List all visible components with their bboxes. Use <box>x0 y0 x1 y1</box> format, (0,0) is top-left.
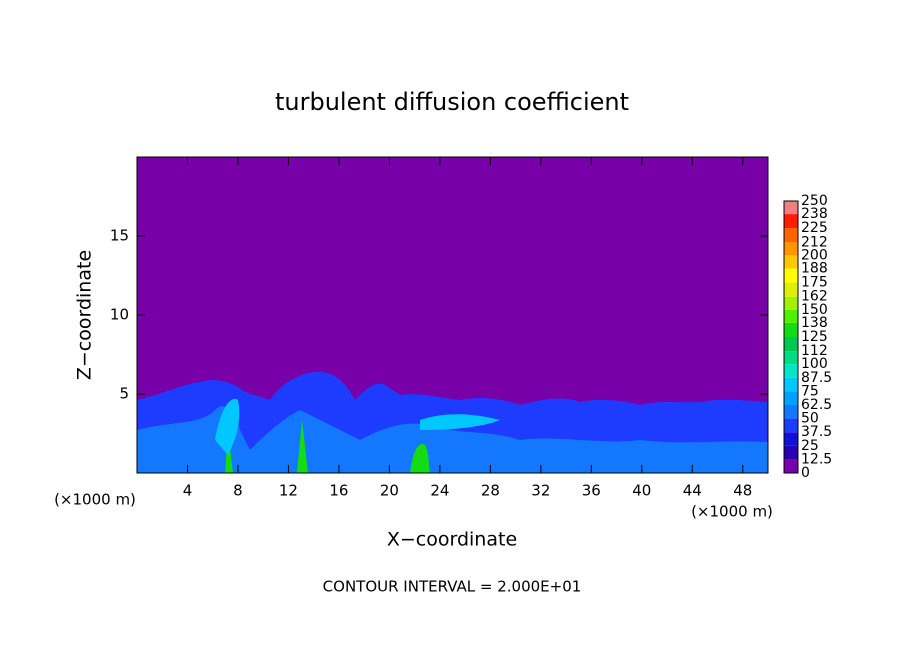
colorbar-band <box>784 201 798 215</box>
colorbar-band <box>784 268 798 283</box>
colorbar-band <box>784 405 798 419</box>
colorbar-label: 12.5 <box>801 451 832 467</box>
colorbar-band <box>784 309 798 323</box>
colorbar-label: 250 <box>801 193 828 209</box>
colorbar-band <box>784 351 798 365</box>
colorbar-band <box>784 391 798 405</box>
colorbar-label: 50 <box>801 411 819 427</box>
field-region <box>137 406 768 473</box>
colorbar-band <box>784 296 798 310</box>
colorbar-label: 188 <box>801 260 828 276</box>
colorbar-band <box>784 432 798 446</box>
colorbar-label: 25 <box>801 438 819 454</box>
x-tick-label: 44 <box>683 482 702 500</box>
colorbar-label: 150 <box>801 302 828 318</box>
x-tick-label: 28 <box>481 482 500 500</box>
colorbar-label: 87.5 <box>801 370 832 386</box>
colorbar-label: 225 <box>801 220 828 236</box>
x-tick-label: 20 <box>380 482 399 500</box>
colorbar-band <box>784 418 798 433</box>
x-tick-label: 48 <box>733 482 752 500</box>
chart-title: turbulent diffusion coefficient <box>275 88 629 116</box>
x-tick-label: 40 <box>632 482 651 500</box>
y-tick-label: 5 <box>119 385 129 403</box>
field-region <box>215 399 500 455</box>
x-unit-label: (×1000 m) <box>691 503 773 521</box>
colorbar-band <box>784 377 798 392</box>
colorbar-label: 200 <box>801 247 828 263</box>
x-axis-label: X−coordinate <box>387 529 517 551</box>
colorbar-label: 0 <box>801 465 810 481</box>
x-tick-label: 36 <box>582 482 601 500</box>
colorbar-band <box>784 322 798 337</box>
y-tick-label: 10 <box>110 306 129 324</box>
colorbar-band <box>784 255 798 269</box>
x-unit-label: (×1000 m) <box>54 491 136 509</box>
x-tick-label: 8 <box>233 482 243 500</box>
x-tick-label: 4 <box>183 482 193 500</box>
colorbar-label: 212 <box>801 234 828 250</box>
colorbar-band <box>784 228 798 243</box>
x-tick-label: 16 <box>329 482 348 500</box>
colorbar-band <box>784 445 798 460</box>
colorbar-label: 37.5 <box>801 424 832 440</box>
colorbar-frame <box>783 200 799 474</box>
colorbar-band <box>784 214 798 229</box>
colorbar-label: 138 <box>801 315 828 331</box>
colorbar-label: 125 <box>801 329 828 345</box>
colorbar-label: 162 <box>801 289 828 305</box>
colorbar-band <box>784 459 798 473</box>
colorbar-band <box>784 282 798 297</box>
y-tick-label: 15 <box>110 227 129 245</box>
colorbar-label: 175 <box>801 275 828 291</box>
colorbar-label: 112 <box>801 343 828 359</box>
colorbar-label: 100 <box>801 356 828 372</box>
x-tick-label: 12 <box>279 482 298 500</box>
field <box>137 157 768 473</box>
colorbar-label: 238 <box>801 206 828 222</box>
footnote: CONTOUR INTERVAL = 2.000E+01 <box>323 578 582 596</box>
colorbar-band <box>784 242 798 256</box>
colorbar-band <box>784 337 798 352</box>
colorbar-band <box>784 364 798 378</box>
colorbar-label: 75 <box>801 383 819 399</box>
colorbar-label: 62.5 <box>801 397 832 413</box>
x-tick-label: 24 <box>430 482 449 500</box>
y-axis-label: Z−coordinate <box>74 250 96 380</box>
x-tick-label: 32 <box>531 482 550 500</box>
